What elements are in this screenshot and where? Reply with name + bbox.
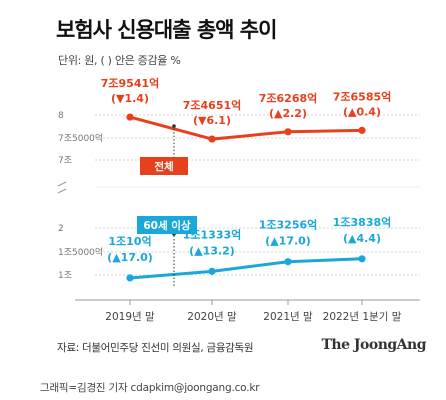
x-tick-label: 2020년 말 <box>187 311 237 323</box>
brand-logo: The JoongAng <box>321 337 427 353</box>
change-label: (▼6.1) <box>193 114 231 127</box>
data-label: 1조10억 <box>108 235 151 248</box>
data-point <box>126 113 134 121</box>
data-point <box>358 126 366 134</box>
change-label: (▲4.4) <box>343 232 381 245</box>
change-label: (▲0.4) <box>343 105 381 118</box>
change-label: (▼1.4) <box>111 92 149 105</box>
x-tick-label: 2019년 말 <box>105 311 155 323</box>
source-note: 자료: 더불어민주당 진선미 의원실, 금융감독원 <box>57 342 254 354</box>
graphic-credit: 그래픽=김경진 기자 cdapkim@joongang.co.kr <box>40 382 260 394</box>
data-label: 7조6585억 <box>333 90 392 103</box>
series-badge-label: 60세 이상 <box>143 219 191 232</box>
data-label: 7조9541억 <box>101 77 160 90</box>
series-badge-label: 전체 <box>154 160 173 173</box>
data-point <box>284 128 292 136</box>
series-badge <box>140 157 188 175</box>
series-line <box>129 257 363 280</box>
y-tick-label: 7조5000억 <box>58 132 103 144</box>
series-badge <box>137 216 197 234</box>
x-tick-label: 2022년 1분기 말 <box>323 311 402 323</box>
data-label: 7조6268억 <box>259 92 318 105</box>
change-label: (▲2.2) <box>269 107 307 120</box>
y-tick-label: 2 <box>58 224 64 234</box>
data-point <box>208 267 216 275</box>
data-label: 1조1333억 <box>183 228 242 241</box>
series-line <box>129 115 363 141</box>
data-label: 1조3838억 <box>333 216 392 229</box>
data-label: 1조3256억 <box>259 219 318 232</box>
chart-title: 보험사 신용대출 총액 추이 <box>56 18 277 42</box>
leader-dot <box>172 124 176 128</box>
axis-break-icon <box>57 181 67 194</box>
change-label: (▲13.2) <box>189 244 235 257</box>
data-point <box>208 135 216 143</box>
data-label: 7조4651억 <box>183 99 242 112</box>
data-point <box>284 258 292 266</box>
unit-note: 단위: 원, ( ) 안은 증감율 % <box>58 54 181 67</box>
y-tick-label: 8 <box>58 111 64 121</box>
y-tick-label: 1조 <box>58 271 72 281</box>
y-tick-label: 1조5000억 <box>58 246 103 258</box>
data-point <box>126 274 134 282</box>
change-label: (▲17.0) <box>265 235 311 248</box>
y-tick-label: 7조 <box>58 156 72 166</box>
change-label: (▲17.0) <box>107 251 153 264</box>
data-point <box>358 255 366 263</box>
x-tick-label: 2021년 말 <box>263 311 313 323</box>
